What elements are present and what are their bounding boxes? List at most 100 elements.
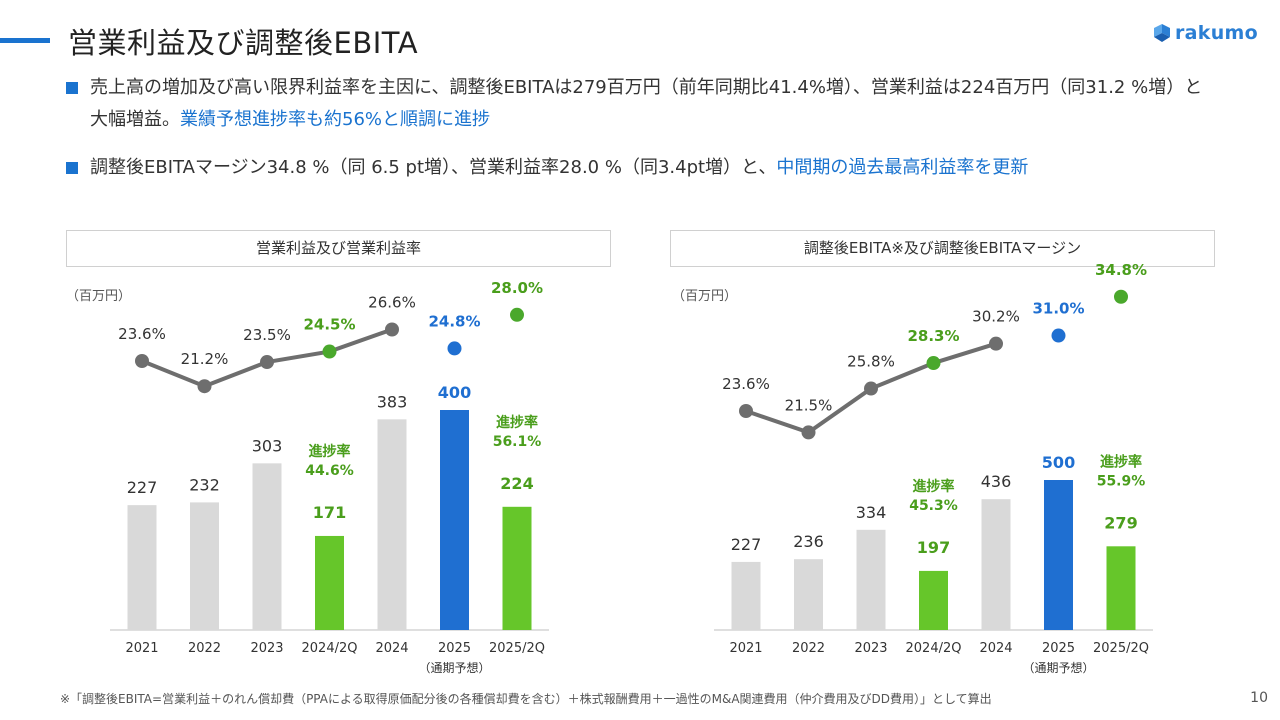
bullet-square-icon: [66, 82, 78, 94]
progress-label: 進捗率: [1100, 453, 1142, 470]
bar-half: [502, 506, 532, 630]
chart-title-operating-profit: 営業利益及び営業利益率: [66, 230, 611, 267]
margin-point: [801, 425, 816, 440]
x-tick-label: 2022: [188, 641, 221, 656]
bar-actual: [981, 499, 1011, 630]
progress-value: 45.3%: [909, 498, 958, 514]
bullet-item: 調整後EBITAマージン34.8 %（同 6.5 pt増）、営業利益率28.0 …: [66, 152, 1216, 184]
margin-point: [1114, 289, 1128, 304]
bar-value-label: 171: [313, 503, 346, 522]
bar-value-label: 224: [500, 474, 533, 493]
bar-value-label: 400: [438, 383, 471, 402]
margin-label: 31.0%: [1032, 300, 1084, 318]
footnote: ※「調整後EBITA=営業利益＋のれん償却費（PPAによる取得原価配分後の各種償…: [60, 692, 992, 706]
logo-icon: [1153, 24, 1170, 42]
margin-point: [739, 404, 753, 418]
x-tick-label: 2025/2Q: [489, 641, 545, 656]
logo-text: rakumo: [1174, 22, 1258, 44]
margin-point: [260, 355, 274, 370]
progress-label: 進捗率: [309, 443, 351, 460]
bar-value-label: 500: [1042, 453, 1075, 472]
bar-value-label: 303: [252, 436, 283, 455]
bar-half: [315, 535, 344, 630]
bullet-highlight: 業績予想進捗率も約56%と順調に進捗: [180, 109, 491, 130]
charts-canvas: （百万円） 227 232 303 171 383 400 224 2021 2022 2023 20…: [66, 261, 1153, 675]
x-tick-label: 2021: [729, 641, 762, 656]
bar-half: [919, 570, 948, 630]
margin-label: 26.6%: [368, 294, 416, 312]
margin-label: 28.3%: [907, 327, 959, 345]
margin-label: 24.8%: [428, 312, 480, 330]
x-tick-label: 2025: [438, 641, 471, 656]
margin-label: 30.2%: [972, 308, 1020, 326]
margin-point: [385, 322, 399, 337]
progress-value: 56.1%: [493, 434, 542, 450]
margin-label: 23.5%: [243, 326, 291, 344]
bar-value-label: 334: [856, 503, 887, 522]
margin-point: [197, 379, 212, 394]
margin-label: 23.6%: [118, 325, 166, 343]
bar-value-label: 236: [793, 532, 824, 551]
margin-point: [926, 356, 941, 371]
rakumo-logo: rakumo: [1153, 22, 1258, 44]
bar-actual: [252, 463, 282, 630]
bullet-text: 売上高の増加及び高い限界利益率を主因に、調整後EBITAは279百万円（前年同期…: [90, 77, 1203, 130]
margin-point: [864, 381, 878, 396]
bullet-item: 売上高の増加及び高い限界利益率を主因に、調整後EBITAは279百万円（前年同期…: [66, 72, 1216, 136]
bar-value-label: 227: [731, 535, 762, 554]
bar-value-label: 197: [917, 538, 950, 557]
x-tick-label: 2025/2Q: [1093, 641, 1149, 656]
margin-point: [510, 307, 524, 322]
margin-point: [989, 336, 1003, 351]
title-accent-bar: [0, 38, 50, 43]
bar-value-label: 383: [377, 392, 408, 411]
x-tick-label: 2025: [1042, 641, 1075, 656]
x-tick-label: 2023: [854, 641, 887, 656]
bullet-square-icon: [66, 162, 78, 174]
progress-label: 進捗率: [496, 414, 538, 431]
bar-half: [1106, 546, 1136, 630]
margin-label: 24.5%: [303, 316, 355, 334]
x-tick-label: 2023: [250, 641, 283, 656]
margin-label: 21.2%: [181, 350, 229, 368]
x-tick-sublabel: （通期予想）: [418, 660, 490, 675]
x-tick-label: 2021: [125, 641, 158, 656]
bar-value-label: 279: [1104, 513, 1137, 532]
progress-label: 進捗率: [913, 478, 955, 495]
bar-actual: [377, 419, 407, 630]
margin-label: 23.6%: [722, 375, 770, 393]
bar-value-label: 227: [127, 478, 158, 497]
bullet-text: 調整後EBITAマージン34.8 %（同 6.5 pt増）、営業利益率28.0 …: [90, 157, 777, 178]
unit-label: （百万円）: [672, 289, 737, 304]
bar-value-label: 232: [189, 475, 220, 494]
progress-value: 44.6%: [305, 463, 354, 479]
x-tick-label: 2024/2Q: [302, 641, 358, 656]
margin-label: 34.8%: [1095, 261, 1147, 279]
x-tick-label: 2024: [375, 641, 408, 656]
margin-label: 21.5%: [785, 396, 833, 414]
chart-title-ebita: 調整後EBITA※及び調整後EBITAマージン: [670, 230, 1215, 267]
unit-label: （百万円）: [66, 289, 131, 304]
bar-actual: [190, 502, 219, 630]
margin-point: [1051, 328, 1066, 343]
page-title: 営業利益及び調整後EBITA: [68, 26, 419, 60]
margin-point: [135, 354, 149, 368]
margin-label: 25.8%: [847, 353, 895, 371]
x-tick-label: 2024: [979, 641, 1012, 656]
margin-point: [447, 341, 462, 356]
x-tick-sublabel: （通期予想）: [1022, 660, 1094, 675]
x-tick-label: 2022: [792, 641, 825, 656]
bar-actual: [731, 561, 761, 630]
bar-actual: [127, 505, 157, 630]
x-tick-label: 2024/2Q: [906, 641, 962, 656]
bar-forecast: [1044, 480, 1073, 630]
page-number: 10: [1250, 690, 1268, 706]
margin-point: [322, 344, 337, 359]
bar-forecast: [440, 410, 469, 630]
bar-actual: [856, 529, 886, 630]
bar-actual: [794, 559, 823, 630]
margin-label: 28.0%: [491, 279, 543, 297]
bullet-highlight: 中間期の過去最高利益率を更新: [776, 157, 1029, 178]
progress-value: 55.9%: [1097, 473, 1146, 489]
bar-value-label: 436: [981, 472, 1012, 491]
